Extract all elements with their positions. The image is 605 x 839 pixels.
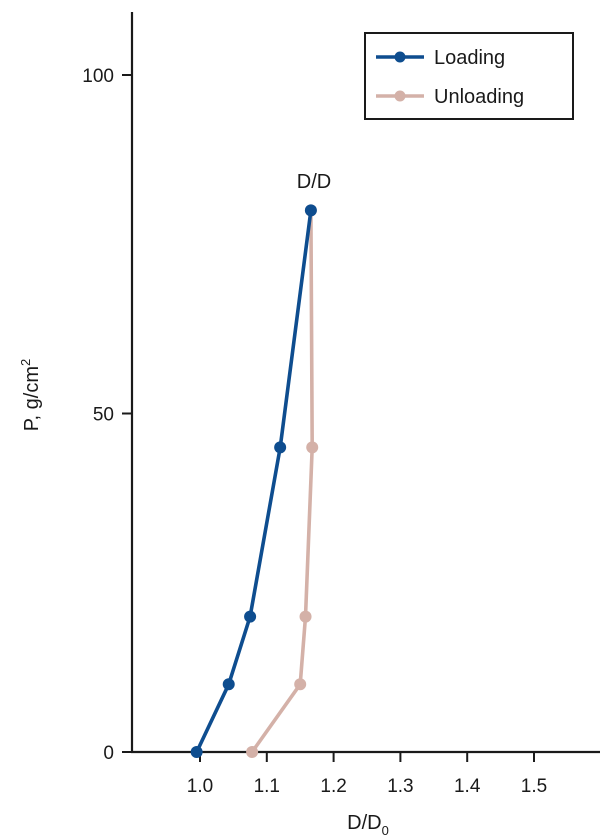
data-point-loading [304,204,317,217]
y-axis-title-text: P, g/cm [21,366,43,431]
x-axis-title-subscript: 0 [382,823,389,838]
series-layer [190,204,319,758]
data-point-unloading [246,746,259,758]
axes [130,12,600,754]
legend-marker-loading [394,51,406,63]
y-tick-label: 0 [103,743,114,764]
data-point-loading [274,441,287,454]
legend-box [364,32,574,120]
svg-text:P, g/cm2: P, g/cm2 [18,359,43,431]
y-axis-title: P, g/cm2 [18,359,43,431]
x-axis-title-text: D/D [347,812,381,834]
x-tick-label: 1.2 [320,776,346,797]
x-tick-label: 1.4 [454,776,481,797]
x-tick-label: 1.5 [521,776,547,797]
data-point-loading [222,678,235,691]
legend-marker-unloading [394,90,406,102]
data-point-unloading [306,441,319,454]
series-line-loading [195,210,313,753]
x-axis-title: D/D0 [347,812,389,838]
annotation-peak: D/D [297,171,331,193]
data-point-unloading [294,678,307,691]
data-point-unloading [299,610,312,623]
y-tick-label: 50 [93,405,114,426]
x-tick-label: 1.0 [187,776,213,797]
y-axis-title-superscript: 2 [18,359,33,366]
legend-label-loading: Loading [434,47,505,69]
ticks: 0 50 100 1.0 1.1 1.2 1.3 1.4 1.5 [82,66,547,797]
x-tick-label: 1.3 [387,776,413,797]
y-tick-label: 100 [82,66,114,87]
series-line-unloading [250,210,315,754]
legend-label-unloading: Unloading [434,86,524,108]
data-point-loading [190,746,203,758]
x-tick-label: 1.1 [254,776,280,797]
legend: Loading Unloading [364,32,574,120]
data-point-loading [244,610,257,623]
